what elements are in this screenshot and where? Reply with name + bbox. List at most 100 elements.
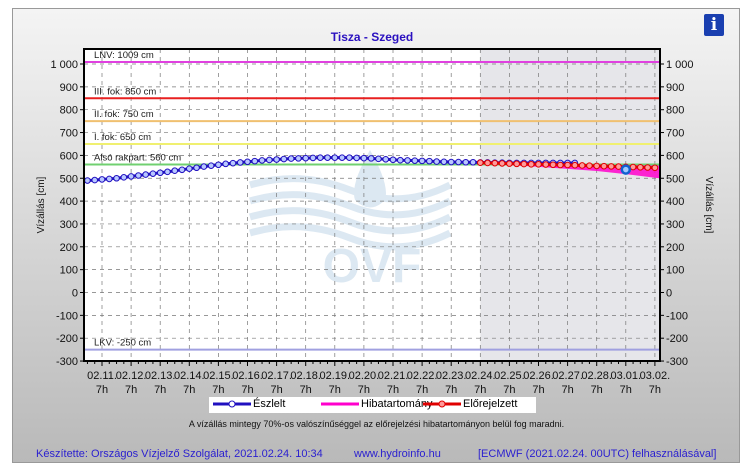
y-tick-label-right: 200: [666, 242, 684, 254]
x-tick-hour: 7h: [329, 384, 341, 396]
observed-point: [156, 169, 164, 177]
y-tick-label: 0: [72, 288, 78, 300]
y-axis-label-right: Vízállás [cm]: [703, 177, 714, 234]
observed-point: [244, 158, 251, 166]
observed-point: [215, 161, 222, 169]
watermark-wave-icon: [248, 223, 452, 251]
x-tick-hour: 7h: [591, 384, 603, 396]
forecast-point: [557, 161, 564, 169]
y-tick-label: 400: [60, 196, 78, 208]
forecast-point: [600, 162, 608, 170]
forecast-point: [564, 161, 571, 169]
x-tick-hour: 7h: [503, 384, 515, 396]
legend-observed-label: Észlelt: [253, 398, 286, 410]
x-tick-hour: 7h: [96, 384, 108, 396]
observed-swatch-icon: [213, 400, 251, 408]
x-tick-date: 02.13.: [145, 370, 176, 382]
forecast-point: [535, 161, 542, 168]
level-label: II. fok: 750 cm: [94, 109, 154, 120]
x-tick-hour: 7h: [212, 384, 224, 396]
footer-url[interactable]: www.hydroinfo.hu: [354, 448, 441, 460]
band-swatch-icon: [321, 402, 359, 406]
observed-point: [455, 158, 462, 166]
footer-source: [ECMWF (2021.02.24. 00UTC) felhasználásá…: [478, 448, 717, 460]
info-icon[interactable]: i: [704, 14, 724, 36]
x-tick-date: 02.20.: [349, 370, 380, 382]
watermark-logo: OVF: [323, 240, 422, 293]
observed-point: [302, 154, 310, 162]
observed-point: [178, 166, 186, 174]
observed-point: [411, 157, 419, 164]
observed-point: [193, 164, 200, 172]
forecast-point: [578, 162, 586, 169]
y-tick-label-right: 300: [666, 219, 684, 231]
x-tick-hour: 7h: [241, 384, 253, 396]
forecast-point: [615, 163, 622, 170]
forecast-point: [586, 162, 593, 169]
legend-band: Hibatartomány: [321, 398, 433, 410]
watermark-wave-icon: [248, 207, 452, 235]
y-tick-label-right: 400: [666, 196, 684, 208]
x-tick-date: 02.15.: [203, 370, 234, 382]
y-tick-label-right: -100: [666, 310, 688, 322]
x-tick-date: 02.23.: [436, 370, 467, 382]
observed-point: [389, 156, 397, 164]
x-tick-date: 02.28.: [581, 370, 612, 382]
y-tick-label-right: 500: [666, 173, 684, 185]
forecast-point: [549, 161, 557, 169]
forecast-point: [637, 163, 644, 171]
y-tick-label-right: -300: [666, 356, 688, 368]
x-tick-hour: 7h: [532, 384, 544, 396]
x-tick-hour: 7h: [445, 384, 457, 396]
legend: Észlelt Hibatartomány Előrejelzett: [209, 397, 536, 413]
y-tick-label-right: 700: [666, 128, 684, 140]
observed-point: [353, 154, 360, 162]
level-label: LNV: 1009 cm: [94, 50, 154, 61]
observed-point: [164, 168, 171, 176]
x-tick-date: 02.11.: [87, 370, 117, 382]
y-tick-label: 1 000: [50, 59, 78, 71]
forecast-point: [498, 160, 506, 167]
observed-point: [120, 174, 128, 181]
plot-border: [83, 48, 661, 362]
forecast-point: [593, 162, 601, 170]
x-tick-date: 02.27.: [552, 370, 583, 382]
observed-point: [91, 176, 99, 184]
x-tick-hour: 7h: [270, 384, 282, 396]
forecast-point: [571, 161, 579, 169]
current-forecast-marker: [620, 164, 632, 175]
observed-point: [200, 163, 208, 170]
y-tick-label-right: 600: [666, 150, 684, 162]
y-tick-label: 200: [60, 242, 78, 254]
forecast-region: [480, 49, 660, 361]
observed-point: [396, 156, 404, 164]
observed-point: [273, 156, 280, 163]
observed-point: [251, 157, 259, 165]
legend-forecast-label: Előrejelzett: [463, 398, 518, 410]
y-tick-label: 700: [60, 128, 78, 140]
chart-title: Tisza - Szeged: [331, 30, 413, 44]
observed-point: [324, 154, 331, 161]
forecast-point: [477, 159, 484, 167]
x-tick-date: 03.01.: [611, 370, 642, 382]
observed-point: [149, 170, 157, 177]
observed-point: [287, 155, 295, 162]
y-tick-label: 100: [60, 265, 78, 277]
forecast-point: [520, 160, 528, 168]
x-tick-date: 02.14.: [174, 370, 205, 382]
forecast-point: [513, 160, 520, 168]
observed-point: [433, 158, 440, 165]
y-tick-label: 600: [60, 150, 78, 162]
x-tick-date: 02.21.: [378, 370, 409, 382]
level-label: LKV: -250 cm: [94, 338, 151, 349]
observed-point: [113, 174, 120, 182]
footer-author: Készítette: Országos Vízjelző Szolgálat,…: [36, 448, 323, 460]
observed-point: [316, 154, 324, 161]
x-tick-hour: 7h: [154, 384, 166, 396]
observed-point: [440, 158, 448, 166]
y-axis-label: Vízállás [cm]: [36, 176, 47, 233]
x-tick-hour: 7h: [125, 384, 137, 396]
x-tick-date: 02.18.: [290, 370, 321, 382]
observed-point: [266, 156, 273, 164]
x-tick-date: 02.16.: [232, 370, 263, 382]
